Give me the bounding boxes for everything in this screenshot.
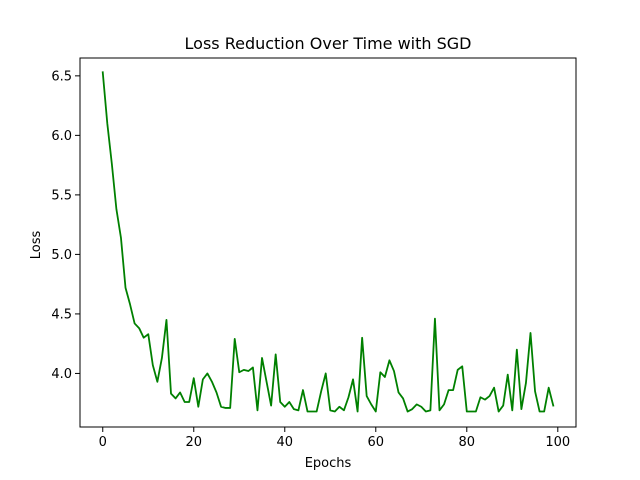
x-tick-label: 60 — [368, 435, 385, 450]
x-tick-label: 80 — [459, 435, 476, 450]
x-tick-label: 100 — [545, 435, 570, 450]
y-tick-label: 4.5 — [51, 307, 72, 322]
plot-area: 0 20 40 60 80 100 4.0 4.5 5.0 5.5 6.0 6.5 — [51, 57, 577, 450]
x-tick-label: 0 — [99, 435, 107, 450]
y-tick-label: 5.0 — [51, 248, 72, 263]
chart-title: Loss Reduction Over Time with SGD — [185, 34, 472, 53]
series-line-0 — [101, 71, 555, 413]
x-tick-label: 40 — [276, 435, 293, 450]
y-tick-label: 6.0 — [51, 129, 72, 144]
x-axis-label: Epochs — [305, 456, 352, 471]
axes-frame — [79, 57, 577, 428]
y-tick-label: 5.5 — [51, 188, 72, 203]
y-tick-label: 4.0 — [51, 367, 72, 382]
y-tick-label: 6.5 — [51, 69, 72, 84]
y-axis-label: Loss — [29, 231, 44, 260]
x-tick-label: 20 — [185, 435, 202, 450]
